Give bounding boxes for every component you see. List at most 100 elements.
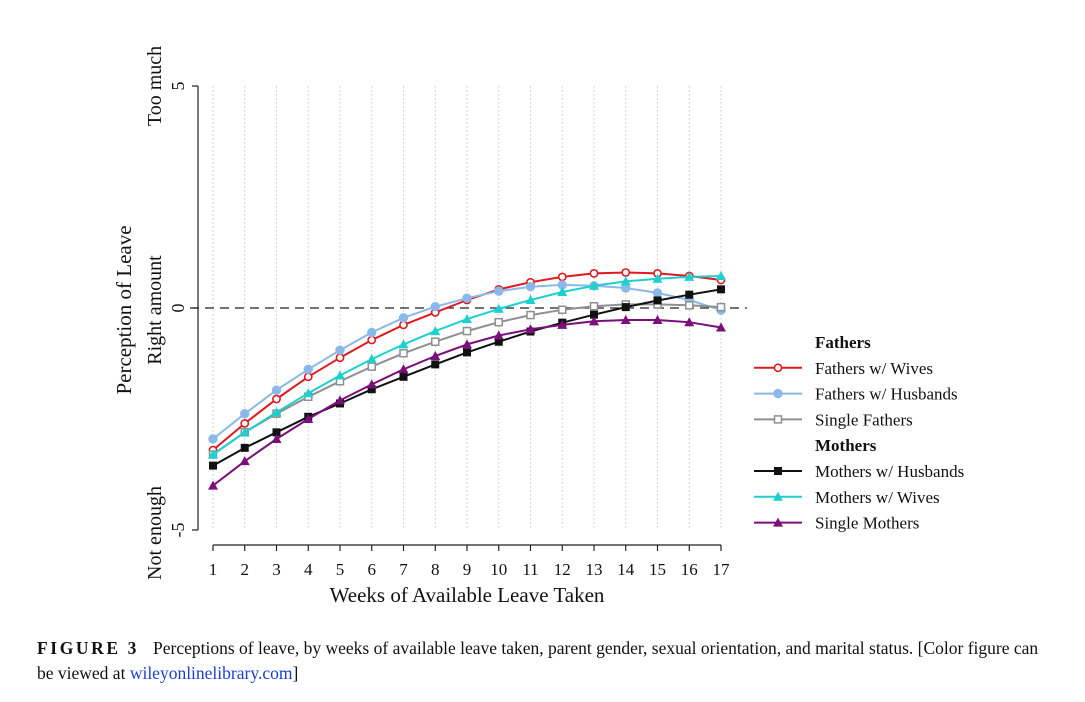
data-point <box>462 326 472 336</box>
data-point <box>493 330 504 340</box>
y-tick-desc-too-much: Too much <box>144 46 166 126</box>
data-point <box>303 372 313 382</box>
data-point <box>240 408 250 419</box>
data-point <box>303 364 313 374</box>
data-series <box>208 268 726 490</box>
y-tick-label: 5 <box>168 82 188 91</box>
data-point <box>430 326 441 336</box>
x-tick-label: 15 <box>649 560 666 579</box>
figure-label: FIGURE 3 <box>37 638 139 658</box>
legend-label: Single Mothers <box>815 514 919 533</box>
x-axis-label: Weeks of Available Leave Taken <box>330 583 605 607</box>
data-point <box>590 310 598 319</box>
data-point <box>684 271 695 281</box>
data-point <box>716 271 726 281</box>
data-point <box>272 428 281 437</box>
data-point <box>557 272 567 282</box>
legend: Fathers Fathers w/ Wives Fathers w/ Husban… <box>754 333 964 533</box>
x-tick-label: 12 <box>554 560 571 579</box>
data-point <box>589 301 599 311</box>
legend-swatch-marker <box>773 517 783 527</box>
x-tick-label: 6 <box>368 560 377 579</box>
data-point <box>240 419 250 428</box>
x-tick-label: 14 <box>617 560 635 579</box>
data-point <box>431 360 440 369</box>
y-tick-label: 0 <box>168 304 188 313</box>
y-tick-desc-not-enough: Not enough <box>144 486 166 580</box>
data-point <box>525 324 536 334</box>
data-point <box>271 407 282 417</box>
data-point <box>366 354 377 364</box>
data-point <box>209 461 217 470</box>
data-point <box>494 337 503 346</box>
data-point <box>366 379 377 389</box>
data-point <box>589 316 599 326</box>
data-point <box>335 345 345 355</box>
x-tick-label: 5 <box>336 560 345 579</box>
x-tick-label: 4 <box>304 560 313 579</box>
x-tick-label: 10 <box>490 560 507 579</box>
data-point <box>335 353 345 363</box>
data-point <box>652 273 663 283</box>
data-point <box>303 388 314 398</box>
x-tick-label: 3 <box>272 560 281 579</box>
data-point <box>621 303 630 312</box>
data-point <box>462 314 472 324</box>
x-tick-label: 1 <box>209 560 218 579</box>
data-point <box>271 385 282 395</box>
data-point <box>367 362 376 371</box>
caption-text: Perceptions of leave, by weeks of availa… <box>37 638 1039 683</box>
legend-label: Mothers w/ Wives <box>815 488 940 507</box>
data-point <box>367 335 377 345</box>
data-point <box>684 317 695 327</box>
data-point <box>367 385 376 394</box>
data-point <box>652 314 663 324</box>
data-point <box>208 449 218 459</box>
data-point <box>335 370 345 380</box>
data-point <box>335 395 345 405</box>
legend-swatch-marker <box>773 388 783 399</box>
data-point <box>239 427 250 437</box>
data-point <box>558 305 567 315</box>
data-point <box>463 348 471 357</box>
legend-group-header: Fathers <box>815 333 871 352</box>
data-point <box>462 339 472 349</box>
legend-swatch-marker <box>773 491 783 501</box>
data-point <box>431 337 440 346</box>
data-point <box>494 286 504 296</box>
x-tick-label: 16 <box>681 560 698 579</box>
data-point <box>620 314 631 324</box>
data-point <box>399 349 408 358</box>
data-point <box>653 296 662 305</box>
data-point <box>525 295 536 305</box>
data-point <box>716 302 726 312</box>
data-point <box>240 443 249 452</box>
data-point <box>398 364 409 374</box>
series-5 <box>208 314 726 490</box>
data-point <box>494 317 503 327</box>
x-tick-label: 7 <box>399 560 408 579</box>
data-point <box>621 268 631 277</box>
data-point <box>652 288 663 298</box>
data-point <box>557 319 568 329</box>
x-tick-label: 13 <box>586 560 603 579</box>
data-point <box>717 285 725 294</box>
x-tick-label: 2 <box>241 560 250 579</box>
y-tick-desc-right-amount: Right amount <box>144 255 166 365</box>
data-point <box>208 480 218 490</box>
caption-link[interactable]: wileyonlinelibrary.com <box>129 663 293 683</box>
figure-caption: FIGURE 3 Perceptions of leave, by weeks o… <box>37 636 1047 686</box>
data-point <box>557 287 568 297</box>
series-3 <box>209 285 725 470</box>
caption-end: ] <box>292 663 299 683</box>
data-point <box>398 339 409 349</box>
data-point <box>620 276 631 286</box>
data-point <box>526 310 535 320</box>
data-point <box>208 434 218 444</box>
data-point <box>493 303 504 313</box>
data-point <box>430 350 441 360</box>
data-point <box>462 293 472 303</box>
x-tick-label: 8 <box>431 560 440 579</box>
